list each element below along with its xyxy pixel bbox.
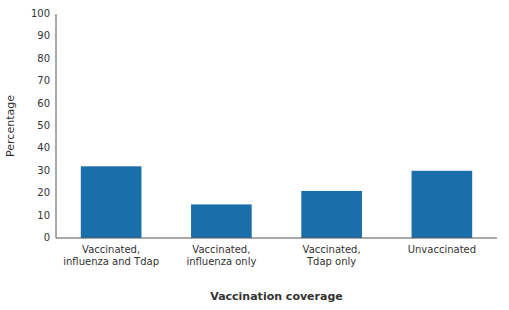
y-tick-label: 10 xyxy=(37,210,50,221)
y-tick-label: 40 xyxy=(37,142,50,153)
x-tick-label: Vaccinated,Tdap only xyxy=(303,244,361,267)
y-tick-label: 20 xyxy=(37,187,50,198)
y-tick-label: 60 xyxy=(37,98,50,109)
bar xyxy=(412,171,473,238)
y-tick-label: 0 xyxy=(44,232,50,243)
bar xyxy=(81,166,142,238)
x-tick-label: Unvaccinated xyxy=(408,244,476,255)
bars xyxy=(81,166,472,238)
y-tick-label: 90 xyxy=(37,30,50,41)
y-axis-line xyxy=(56,14,57,238)
bar xyxy=(301,191,362,238)
x-tick-label-line: influenza and Tdap xyxy=(63,256,159,267)
x-tick-label: Vaccinated,influenza only xyxy=(186,244,256,267)
x-tick-label-line: Vaccinated, xyxy=(82,244,140,255)
x-tick-label-line: Vaccinated, xyxy=(192,244,250,255)
y-tick-label: 100 xyxy=(31,8,50,19)
y-tick-label: 30 xyxy=(37,165,50,176)
chart-container: 0102030405060708090100Vaccinated,influen… xyxy=(0,0,509,310)
x-tick-label-line: Tdap only xyxy=(306,256,356,267)
x-tick-label: Vaccinated,influenza and Tdap xyxy=(63,244,159,267)
y-tick-label: 70 xyxy=(37,75,50,86)
x-tick-label-line: Unvaccinated xyxy=(408,244,476,255)
chart-svg: 0102030405060708090100Vaccinated,influen… xyxy=(0,0,509,310)
y-axis-label: Percentage xyxy=(4,95,17,157)
y-tick-label: 80 xyxy=(37,53,50,64)
x-tick-label-line: Vaccinated, xyxy=(303,244,361,255)
x-axis-line xyxy=(56,238,497,239)
bar xyxy=(191,204,252,238)
x-tick-label-line: influenza only xyxy=(186,256,256,267)
axes: 0102030405060708090100Vaccinated,influen… xyxy=(31,8,497,267)
x-axis-label: Vaccination coverage xyxy=(210,290,343,303)
y-tick-label: 50 xyxy=(37,120,50,131)
